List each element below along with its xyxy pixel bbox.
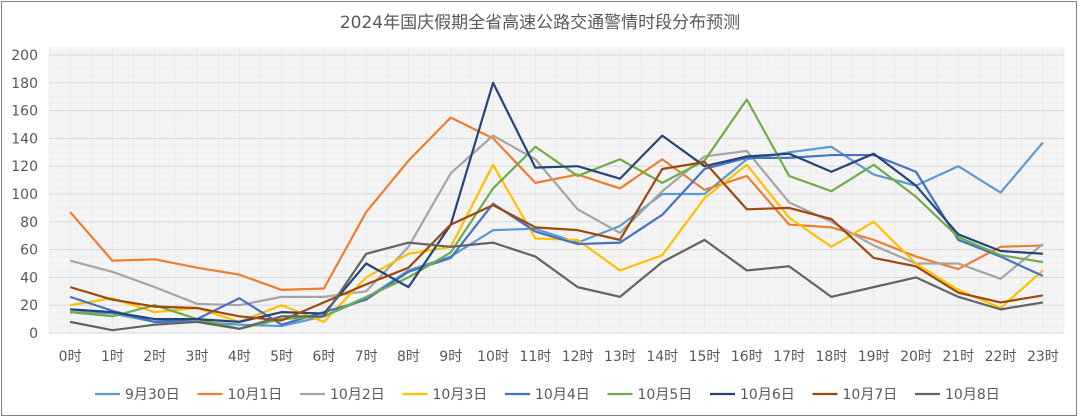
x-tick-label: 6时	[312, 349, 335, 365]
legend-label: 10月1日	[228, 387, 283, 403]
series-line-10月3日	[69, 163, 1044, 323]
x-tick-label: 1时	[101, 349, 124, 365]
plot-area: 0 20 40 60 80 100 120 140 160 180 200 0时 1时 2时 3时 4时 5时 6…	[11, 47, 1065, 365]
x-tick-label: 17时	[773, 349, 805, 365]
y-tick-label: 100	[11, 187, 38, 203]
series-line-9月30日	[70, 141, 1044, 328]
legend-item: 10月7日	[812, 387, 898, 403]
series-line-10月2日	[69, 134, 1044, 307]
series-line-10月8日	[69, 238, 1044, 332]
x-tick-label: 9时	[439, 349, 462, 365]
y-tick-label: 20	[20, 298, 38, 314]
x-tick-label: 12时	[562, 349, 594, 365]
x-tick-label: 14时	[646, 349, 678, 365]
series-line-10月6日	[70, 81, 1043, 323]
legend-label: 10月7日	[843, 387, 898, 403]
x-tick-label: 23时	[1027, 349, 1059, 365]
x-tick-label: 13时	[604, 349, 636, 365]
legend-label: 10月8日	[945, 387, 1000, 403]
legend-item: 10月2日	[300, 387, 385, 403]
x-tick-label: 15时	[689, 349, 721, 365]
legend-item: 10月4日	[505, 387, 590, 403]
legend-item: 10月5日	[607, 387, 693, 403]
x-tick-label: 5时	[270, 349, 293, 365]
y-tick-label: 140	[11, 131, 38, 147]
y-tick-label: 80	[20, 215, 38, 231]
y-tick-label: 180	[11, 76, 38, 92]
x-tick-label: 4时	[228, 349, 251, 365]
legend-item: 10月1日	[197, 387, 283, 403]
legend-label: 9月30日	[125, 387, 180, 403]
legend-label: 10月2日	[330, 387, 385, 403]
legend-label: 10月4日	[535, 387, 590, 403]
legend-label: 10月3日	[433, 387, 488, 403]
x-tick-label: 19时	[858, 349, 890, 365]
legend-item: 10月8日	[915, 387, 1000, 403]
chart-title: 2024年国庆假期全省高速公路交通警情时段分布预测	[340, 13, 740, 33]
legend-item: 10月6日	[710, 387, 795, 403]
x-tick-label: 20时	[900, 349, 932, 365]
x-tick-label: 21时	[942, 349, 974, 365]
x-tick-label: 22时	[985, 349, 1017, 365]
y-tick-label: 200	[11, 48, 38, 64]
series-line-10月1日	[69, 116, 1043, 292]
y-tick-label: 120	[11, 159, 38, 175]
legend-label: 10月6日	[740, 387, 795, 403]
y-tick-label: 40	[20, 270, 38, 286]
y-tick-label: 60	[20, 243, 38, 259]
x-tick-label: 8时	[397, 349, 420, 365]
y-tick-label: 160	[11, 104, 38, 120]
x-tick-label: 11时	[519, 349, 551, 365]
x-tick-label: 2时	[143, 349, 166, 365]
x-tick-label: 16时	[731, 349, 763, 365]
legend-label: 10月5日	[638, 387, 693, 403]
series-line-10月7日	[69, 160, 1044, 322]
legend: 9月30日 10月1日 10月2日 10月3日 10月4日 10月5日 10月6日 10月7日…	[95, 387, 1000, 403]
x-tick-label: 10时	[477, 349, 509, 365]
legend-item: 9月30日	[95, 387, 180, 403]
y-tick-label: 0	[29, 326, 38, 342]
x-tick-label: 3时	[186, 349, 209, 365]
x-tick-label: 0时	[59, 349, 82, 365]
x-tick-label: 7时	[355, 349, 378, 365]
legend-item: 10月3日	[402, 387, 488, 403]
x-tick-label: 18时	[815, 349, 847, 365]
